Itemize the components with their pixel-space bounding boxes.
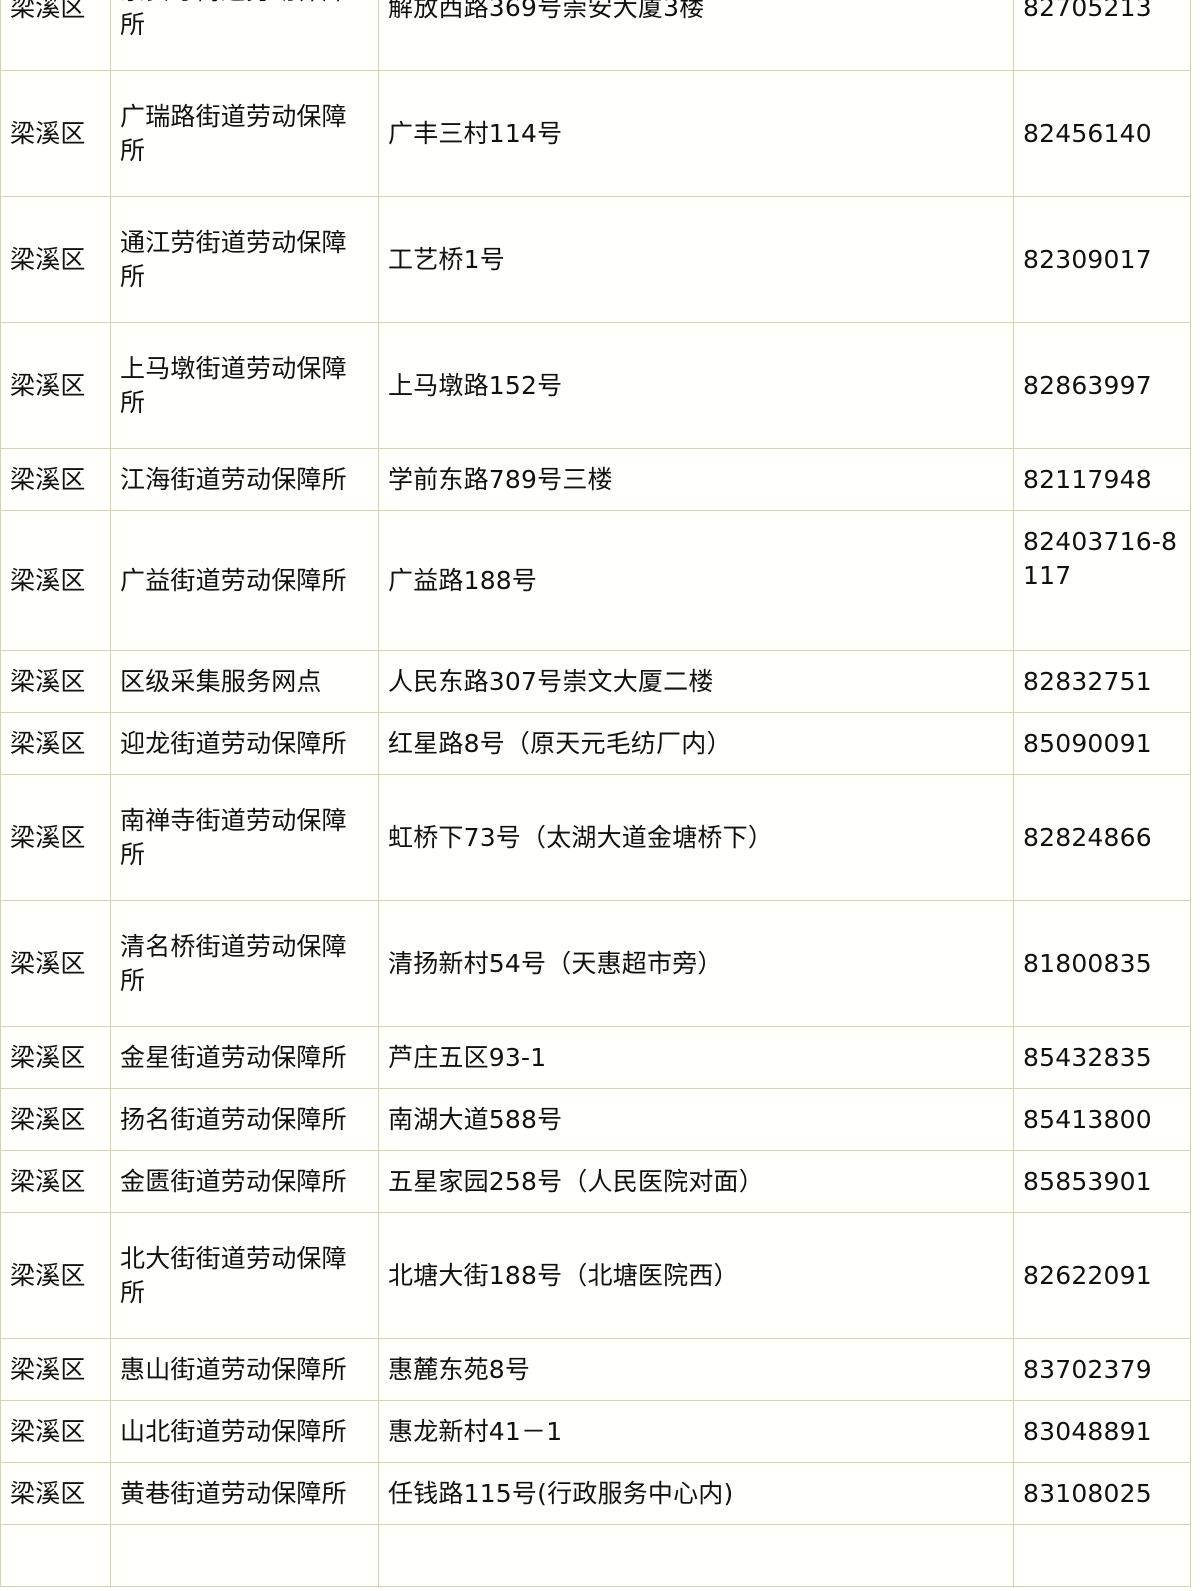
cell-office: 金匮街道劳动保障所 [110,1150,379,1213]
table-row [0,1524,1191,1587]
cell-office: 金星街道劳动保障所 [110,1026,379,1089]
cell-district: 梁溪区 [0,1088,111,1151]
table-row: 梁溪区 上马墩街道劳动保障所 上马墩路152号 82863997 [0,322,1191,449]
cell-district: 梁溪区 [0,1026,111,1089]
table-row: 梁溪区 山北街道劳动保障所 惠龙新村41－1 83048891 [0,1400,1191,1463]
cell-office: 惠山街道劳动保障所 [110,1338,379,1401]
cell-address: 解放西路369号崇安大厦3楼 [378,0,1014,71]
cell-address: 广益路188号 [378,510,1014,651]
table-row: 梁溪区 区级采集服务网点 人民东路307号崇文大厦二楼 82832751 [0,650,1191,713]
table-row: 梁溪区崇安寺街道劳动保障所解放西路369号崇安大厦3楼82705213 [0,0,1191,71]
cell-phone: 83048891 [1013,1400,1191,1463]
cell-address [378,1524,1014,1587]
table-row: 梁溪区 黄巷街道劳动保障所 任钱路115号(行政服务中心内) 83108025 [0,1462,1191,1525]
cell-district: 梁溪区 [0,1400,111,1463]
cell-district: 梁溪区 [0,1462,111,1525]
cell-district: 梁溪区 [0,196,111,323]
table-row: 梁溪区 南禅寺街道劳动保障所 虹桥下73号（太湖大道金塘桥下） 82824866 [0,774,1191,901]
cell-office: 上马墩街道劳动保障所 [110,322,379,449]
cell-phone: 82622091 [1013,1212,1191,1339]
table-row: 梁溪区 江海街道劳动保障所 学前东路789号三楼 82117948 [0,448,1191,511]
cell-address: 北塘大街188号（北塘医院西） [378,1212,1014,1339]
cell-phone: 85432835 [1013,1026,1191,1089]
cell-address: 惠龙新村41－1 [378,1400,1014,1463]
cell-office [110,1524,379,1587]
table-row: 梁溪区 扬名街道劳动保障所 南湖大道588号 85413800 [0,1088,1191,1151]
cell-office: 广瑞路街道劳动保障所 [110,70,379,197]
cell-phone: 83702379 [1013,1338,1191,1401]
cell-phone: 82863997 [1013,322,1191,449]
table-row: 梁溪区 惠山街道劳动保障所 惠麓东苑8号 83702379 [0,1338,1191,1401]
cell-phone: 82403716-8117 [1013,510,1191,651]
table-row: 梁溪区 通江劳街道劳动保障所 工艺桥1号 82309017 [0,196,1191,323]
cell-office: 清名桥街道劳动保障所 [110,900,379,1027]
cell-phone: 82456140 [1013,70,1191,197]
cell-phone: 82705213 [1013,0,1191,71]
cell-office: 江海街道劳动保障所 [110,448,379,511]
cell-office: 迎龙街道劳动保障所 [110,712,379,775]
cell-address: 南湖大道588号 [378,1088,1014,1151]
cell-office: 通江劳街道劳动保障所 [110,196,379,323]
cell-district: 梁溪区 [0,70,111,197]
cell-office: 山北街道劳动保障所 [110,1400,379,1463]
table-row: 梁溪区 广益街道劳动保障所 广益路188号 82403716-8117 [0,510,1191,651]
cell-district: 梁溪区 [0,510,111,651]
table-row: 梁溪区 金匮街道劳动保障所 五星家园258号（人民医院对面） 85853901 [0,1150,1191,1213]
cell-district: 梁溪区 [0,0,111,71]
table-row: 梁溪区 清名桥街道劳动保障所 清扬新村54号（天惠超市旁） 81800835 [0,900,1191,1027]
cell-district: 梁溪区 [0,1338,111,1401]
cell-office: 广益街道劳动保障所 [110,510,379,651]
cell-district: 梁溪区 [0,1212,111,1339]
cell-phone: 82832751 [1013,650,1191,713]
cell-phone: 85413800 [1013,1088,1191,1151]
cell-district: 梁溪区 [0,650,111,713]
cell-address: 上马墩路152号 [378,322,1014,449]
cell-address: 清扬新村54号（天惠超市旁） [378,900,1014,1027]
cell-address: 工艺桥1号 [378,196,1014,323]
cell-office: 崇安寺街道劳动保障所 [110,0,379,71]
cell-phone: 85090091 [1013,712,1191,775]
cell-address: 广丰三村114号 [378,70,1014,197]
cell-phone: 82824866 [1013,774,1191,901]
table-row: 梁溪区 迎龙街道劳动保障所 红星路8号（原天元毛纺厂内） 85090091 [0,712,1191,775]
cell-address: 虹桥下73号（太湖大道金塘桥下） [378,774,1014,901]
cell-phone: 83108025 [1013,1462,1191,1525]
cell-address: 芦庄五区93-1 [378,1026,1014,1089]
cell-phone: 81800835 [1013,900,1191,1027]
cell-phone: 85853901 [1013,1150,1191,1213]
cell-address: 红星路8号（原天元毛纺厂内） [378,712,1014,775]
cell-address: 任钱路115号(行政服务中心内) [378,1462,1014,1525]
cell-district: 梁溪区 [0,774,111,901]
cell-office: 南禅寺街道劳动保障所 [110,774,379,901]
cell-office: 区级采集服务网点 [110,650,379,713]
cell-office: 黄巷街道劳动保障所 [110,1462,379,1525]
cell-district: 梁溪区 [0,712,111,775]
cell-district: 梁溪区 [0,1150,111,1213]
cell-district [0,1524,111,1587]
cell-address: 学前东路789号三楼 [378,448,1014,511]
cell-address: 惠麓东苑8号 [378,1338,1014,1401]
table-row: 梁溪区 广瑞路街道劳动保障所 广丰三村114号 82456140 [0,70,1191,197]
cell-phone: 82309017 [1013,196,1191,323]
cell-district: 梁溪区 [0,900,111,1027]
cell-phone [1013,1524,1191,1587]
cell-district: 梁溪区 [0,448,111,511]
cell-district: 梁溪区 [0,322,111,449]
cell-phone: 82117948 [1013,448,1191,511]
table-row: 梁溪区 北大街街道劳动保障所 北塘大街188号（北塘医院西） 82622091 [0,1212,1191,1339]
cell-address: 五星家园258号（人民医院对面） [378,1150,1014,1213]
cell-address: 人民东路307号崇文大厦二楼 [378,650,1014,713]
table-row: 梁溪区 金星街道劳动保障所 芦庄五区93-1 85432835 [0,1026,1191,1089]
cell-office: 北大街街道劳动保障所 [110,1212,379,1339]
cell-office: 扬名街道劳动保障所 [110,1088,379,1151]
